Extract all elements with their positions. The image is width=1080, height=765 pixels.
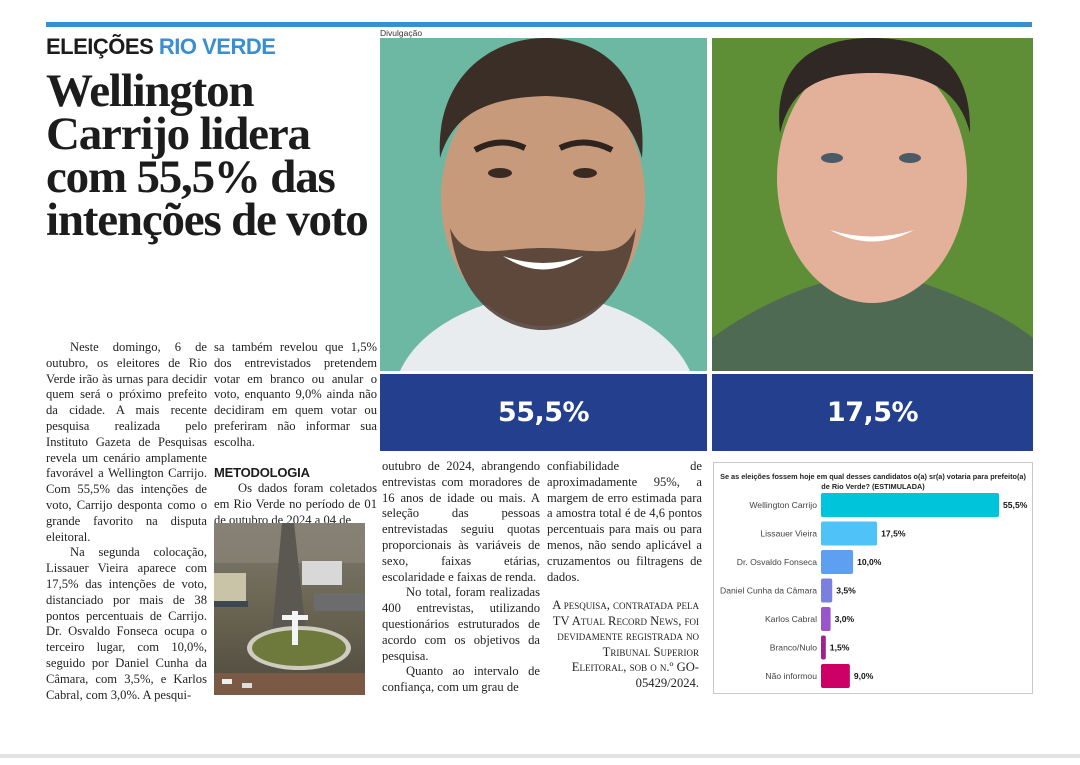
paragraph: Neste domingo, 6 de outubro, os eleitore… <box>46 340 207 544</box>
bar-value-label: 3,0% <box>835 614 855 624</box>
chart-plot: Wellington Carrijo 55,5% Lissauer Vieira 17… <box>720 493 1028 688</box>
article-column-3: outubro de 2024, abrangendo entrevistas … <box>382 459 540 696</box>
portrait-illustration <box>712 38 1033 371</box>
bar-value-label: 9,0% <box>854 671 874 681</box>
article-column-1: Neste domingo, 6 de outubro, os eleitore… <box>46 340 207 703</box>
candidate-photo-lissauer-vieira <box>712 38 1033 371</box>
bar-value-label: 3,5% <box>836 586 856 596</box>
city-aerial-image <box>214 523 365 695</box>
bar-value-label: 10,0% <box>857 557 882 567</box>
paragraph: Quanto ao intervalo de confiança, com um… <box>382 664 540 695</box>
section-kicker: ELEIÇÕES RIO VERDE <box>46 34 276 59</box>
bar <box>821 550 854 574</box>
bar-category-label: Lissauer Vieira <box>760 529 817 539</box>
chart-title: Se as eleições fossem hoje em qual desse… <box>720 472 1026 491</box>
paragraph: Os dados foram coletados em Rio Verde no… <box>214 481 377 527</box>
paragraph: sa também revelou que 1,5% dos entrevist… <box>214 340 377 449</box>
candidate-percentage-wellington-carrijo: 55,5% <box>380 374 707 451</box>
bar-value-label: 17,5% <box>881 529 906 539</box>
photo-credit: Divulgação <box>380 28 423 38</box>
bar-category-label: Dr. Osvaldo Fonseca <box>737 557 817 567</box>
portrait-illustration <box>400 38 690 371</box>
article-column-4: confiabilidade de aproximadamente 95%, a… <box>547 459 702 585</box>
bar <box>821 493 999 517</box>
bar <box>821 607 831 631</box>
paragraph: confiabilidade de aproximadamente 95%, a… <box>547 459 702 584</box>
candidate-photo-wellington-carrijo <box>380 38 707 371</box>
methodology-heading: METODOLOGIA <box>214 464 310 480</box>
bar-value-label: 1,5% <box>830 643 850 653</box>
bar <box>821 521 878 546</box>
bar-category-label: Daniel Cunha da Câmara <box>720 586 817 596</box>
city-aerial-photo <box>214 523 365 695</box>
bar-category-label: Wellington Carrijo <box>749 500 817 510</box>
paragraph: No total, foram realizadas 400 entrevist… <box>382 585 540 663</box>
article-column-2: sa também revelou que 1,5% dos entrevist… <box>214 340 377 529</box>
headline: Wellington Carrijo lidera com 55,5% das … <box>46 65 369 246</box>
bar-category-label: Não informou <box>765 671 817 681</box>
bar <box>821 664 850 688</box>
section-sublabel: RIO VERDE <box>158 34 276 59</box>
top-rule <box>46 22 1032 27</box>
bar-category-label: Karlos Cabral <box>765 614 817 624</box>
bar-category-label: Branco/Nulo <box>770 643 818 653</box>
poll-bar-chart: Se as eleições fossem hoje em qual desse… <box>713 462 1033 694</box>
survey-registration-note: A pesquisa, contratada pela TV Atual Rec… <box>552 598 699 690</box>
paragraph: Na segunda colocação, Lissauer Vieira ap… <box>46 545 207 702</box>
bar <box>821 578 833 603</box>
paragraph: outubro de 2024, abrangendo entrevistas … <box>382 459 540 584</box>
bar <box>821 635 826 660</box>
bar-value-label: 55,5% <box>1003 500 1028 510</box>
section-label: ELEIÇÕES <box>46 34 154 59</box>
bottom-strip <box>0 754 1080 758</box>
candidate-percentage-lissauer-vieira: 17,5% <box>712 374 1033 451</box>
